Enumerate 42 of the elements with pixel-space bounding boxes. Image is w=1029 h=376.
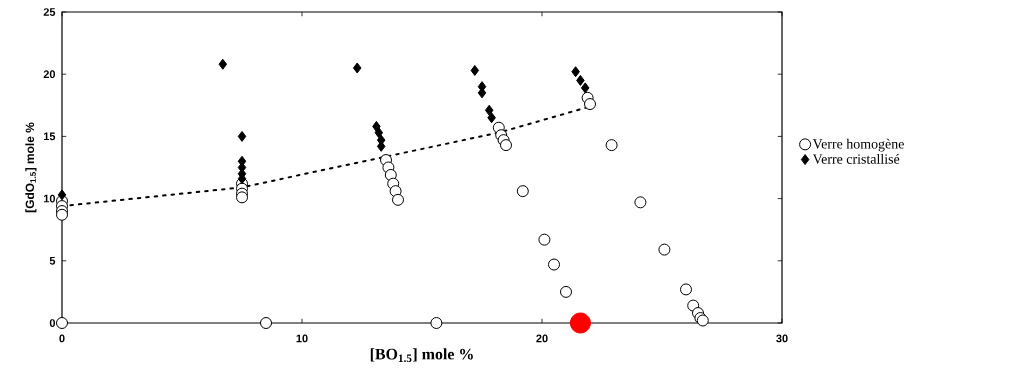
point <box>372 120 381 132</box>
point <box>571 66 580 78</box>
point <box>484 104 494 116</box>
point <box>560 285 572 298</box>
point <box>500 139 512 152</box>
legend-label: Verre cristallisé <box>812 153 900 164</box>
point <box>548 258 560 271</box>
point <box>584 98 597 111</box>
x-tick-label: 20 <box>536 334 548 343</box>
point <box>658 243 671 256</box>
point <box>57 189 67 201</box>
point <box>218 58 228 70</box>
point <box>576 74 585 86</box>
point <box>56 317 68 329</box>
point <box>260 317 272 329</box>
point <box>634 196 647 209</box>
point <box>538 233 551 246</box>
y-tick-label: 20 <box>43 70 56 79</box>
y-tick-label: 10 <box>43 194 56 203</box>
point <box>605 139 618 152</box>
point <box>236 191 248 204</box>
point <box>470 64 480 76</box>
y-tick-label: 5 <box>49 256 56 265</box>
y-tick-label: 25 <box>43 8 56 16</box>
point <box>569 312 591 334</box>
x-axis-title: [BO$_{1.5}$] mole % <box>370 348 473 363</box>
point <box>374 127 384 139</box>
y-tick-label: 15 <box>43 132 56 141</box>
point <box>352 62 362 74</box>
point <box>430 317 443 329</box>
point <box>580 82 590 94</box>
point <box>487 112 496 124</box>
x-tick-label: 30 <box>776 334 788 343</box>
point <box>680 283 693 296</box>
y-tick-label: 0 <box>49 319 56 327</box>
y-axis-title: [GdO$_{1.5}$] mole % <box>25 122 37 213</box>
point <box>237 130 247 142</box>
point <box>516 185 529 198</box>
point <box>392 193 404 206</box>
x-tick-label: 10 <box>296 334 308 343</box>
x-tick-label: 0 <box>59 334 65 343</box>
legend-label: Verre homogène <box>812 138 904 152</box>
